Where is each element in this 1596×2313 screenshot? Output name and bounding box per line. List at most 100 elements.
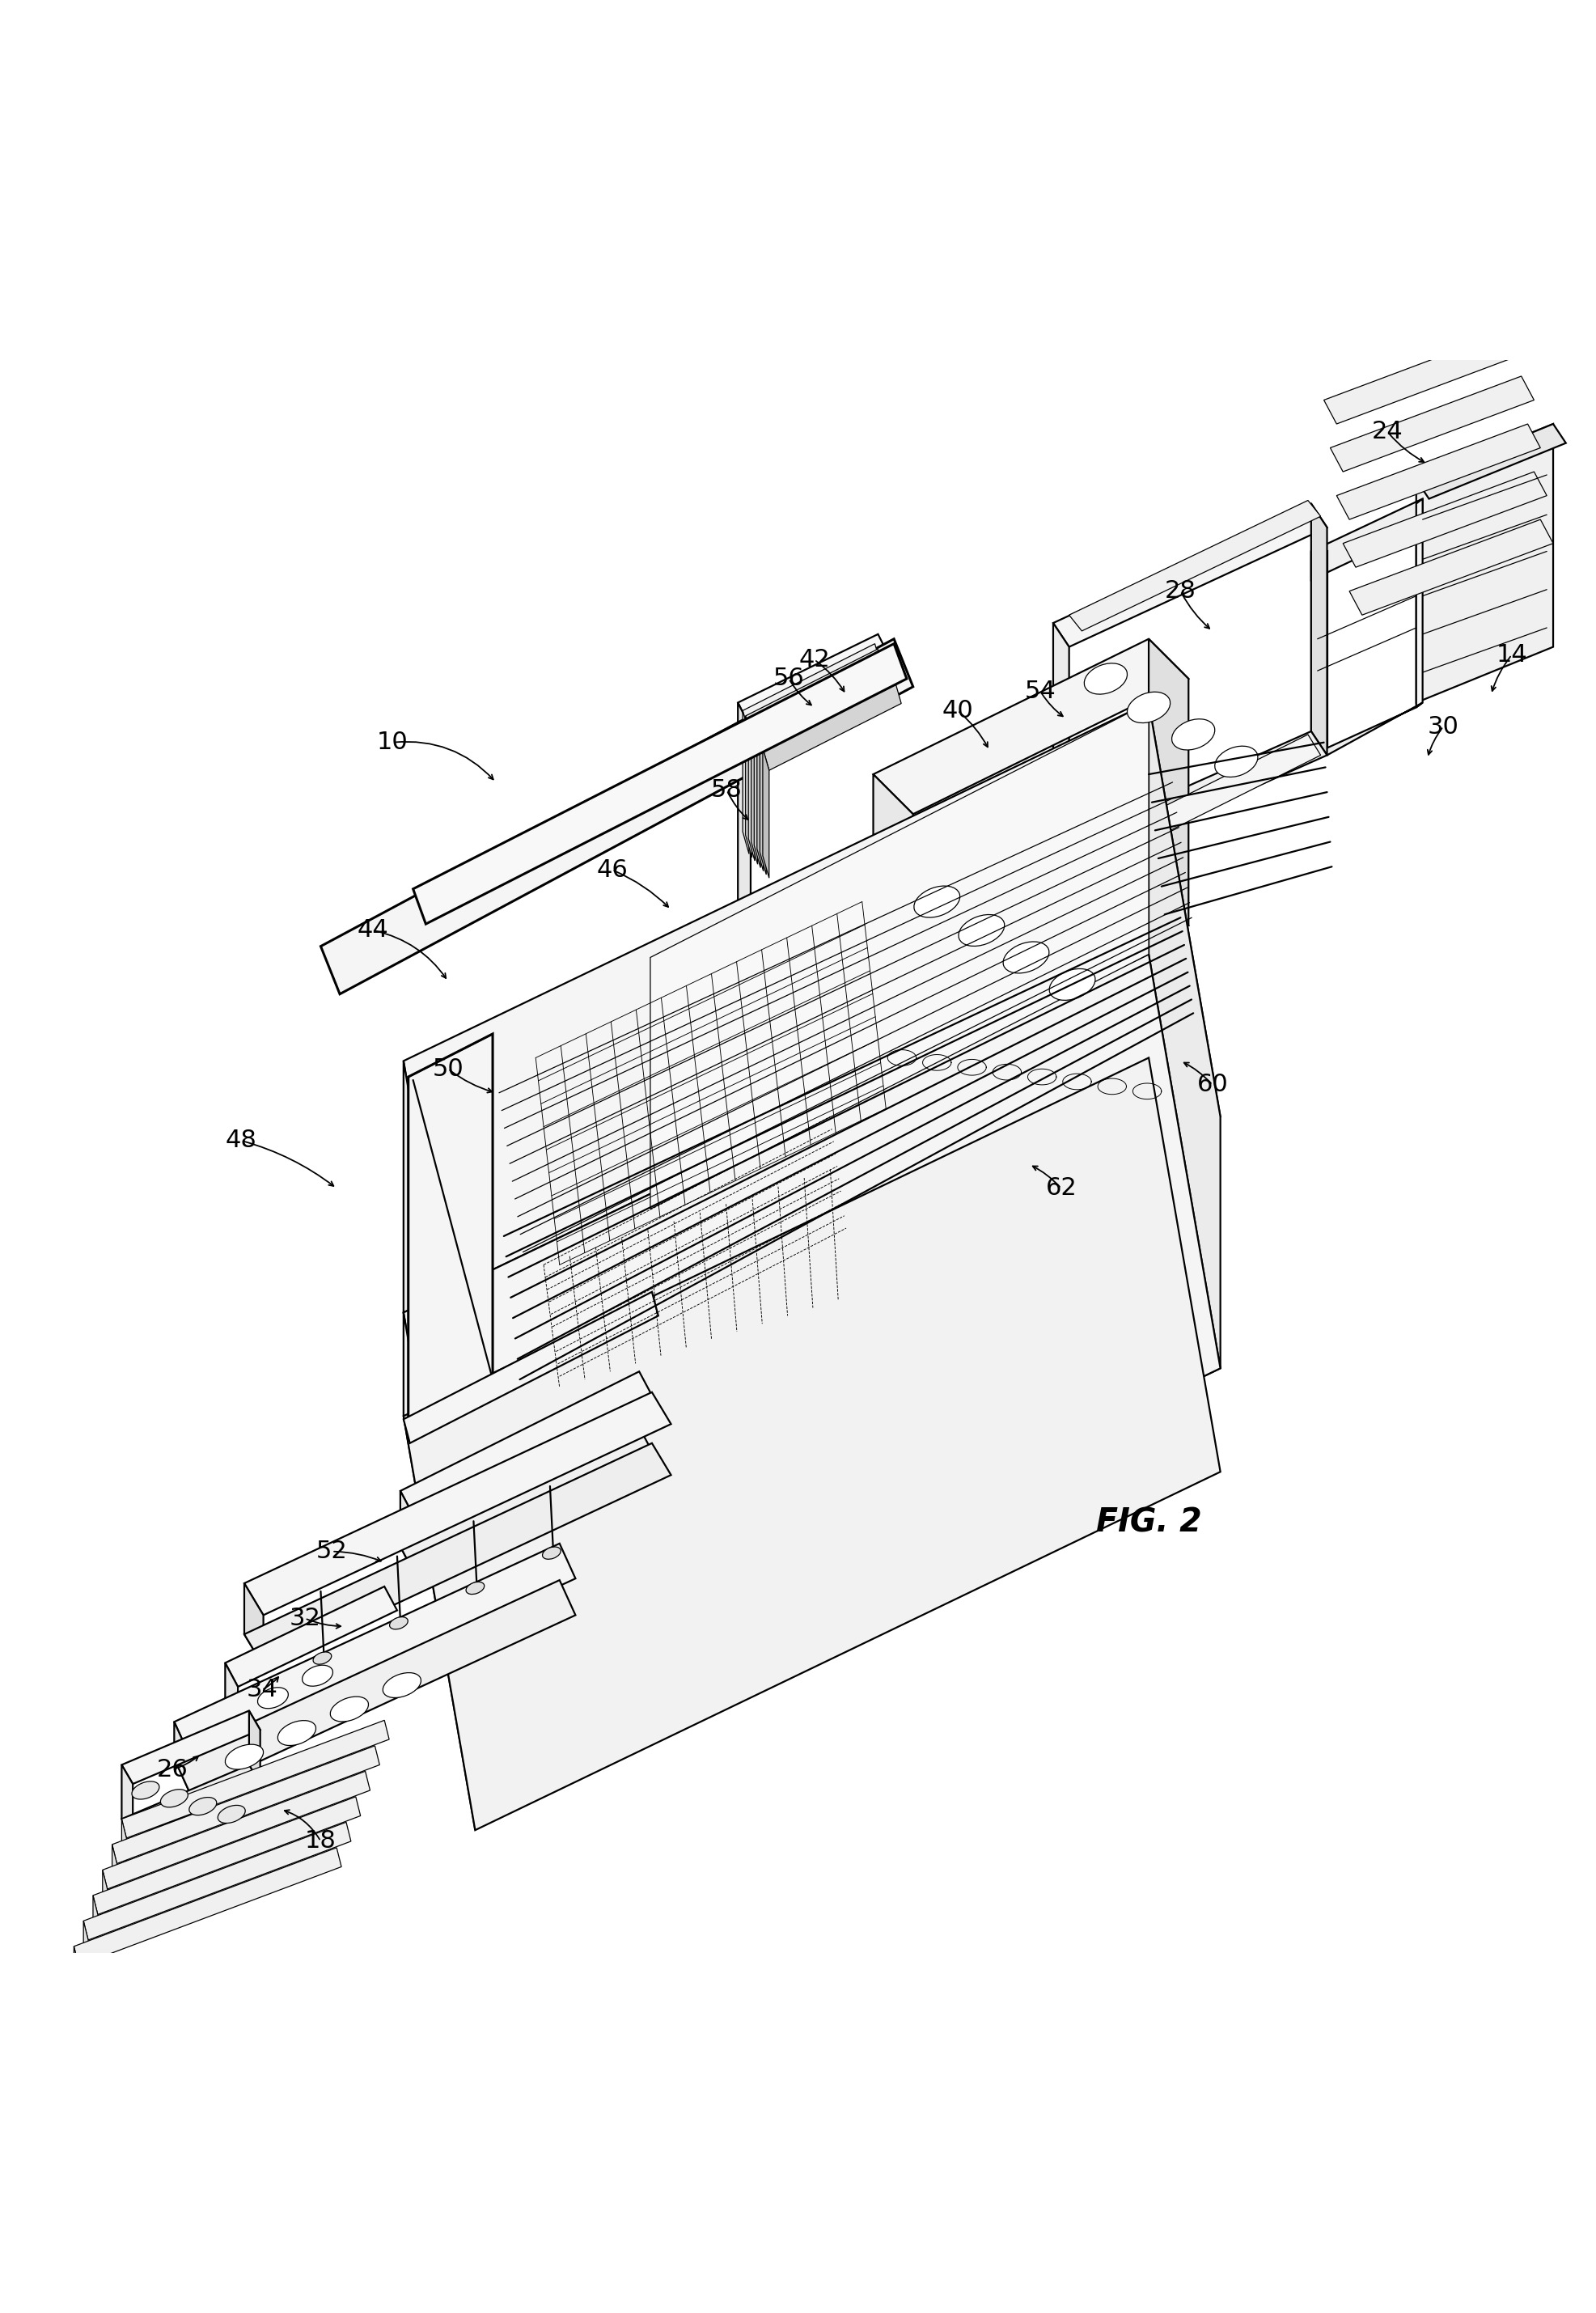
Text: 18: 18	[305, 1830, 337, 1853]
Text: 40: 40	[942, 699, 974, 722]
Polygon shape	[745, 717, 752, 858]
Text: 46: 46	[597, 858, 627, 881]
Polygon shape	[401, 1427, 651, 1571]
Polygon shape	[404, 1311, 476, 1830]
Polygon shape	[73, 1848, 342, 1966]
Ellipse shape	[1171, 719, 1215, 749]
Polygon shape	[1349, 520, 1553, 615]
Polygon shape	[93, 1797, 361, 1915]
Polygon shape	[93, 1894, 97, 1943]
Text: 62: 62	[1045, 1177, 1076, 1200]
Text: 34: 34	[246, 1679, 278, 1702]
Text: 58: 58	[710, 779, 742, 803]
Ellipse shape	[389, 1617, 407, 1628]
Polygon shape	[404, 1057, 1219, 1830]
Polygon shape	[401, 1372, 651, 1515]
Polygon shape	[749, 655, 886, 742]
Polygon shape	[873, 775, 913, 1062]
Polygon shape	[404, 1062, 476, 1725]
Polygon shape	[1310, 500, 1422, 581]
Polygon shape	[404, 1293, 658, 1443]
Polygon shape	[1342, 472, 1547, 567]
Ellipse shape	[1002, 941, 1049, 974]
Ellipse shape	[313, 1651, 332, 1665]
Polygon shape	[873, 638, 1187, 814]
Polygon shape	[174, 1580, 575, 1793]
Text: 48: 48	[225, 1129, 257, 1152]
Polygon shape	[763, 747, 769, 879]
Polygon shape	[737, 703, 750, 1029]
Polygon shape	[1148, 703, 1219, 1369]
Ellipse shape	[1049, 969, 1095, 999]
Text: 32: 32	[289, 1608, 321, 1631]
Text: 56: 56	[772, 666, 804, 692]
Ellipse shape	[543, 1547, 560, 1559]
Polygon shape	[225, 1633, 397, 1732]
Text: 24: 24	[1371, 421, 1403, 444]
Ellipse shape	[217, 1804, 246, 1823]
Ellipse shape	[1084, 664, 1127, 694]
Polygon shape	[750, 726, 757, 865]
Polygon shape	[1148, 638, 1187, 925]
Polygon shape	[244, 1392, 670, 1614]
Polygon shape	[121, 1818, 126, 1867]
Polygon shape	[225, 1663, 238, 1732]
Polygon shape	[1416, 423, 1553, 703]
Ellipse shape	[1215, 747, 1258, 777]
Ellipse shape	[225, 1744, 263, 1769]
Polygon shape	[750, 659, 889, 749]
Polygon shape	[404, 703, 1219, 1476]
Ellipse shape	[913, 886, 959, 918]
Ellipse shape	[958, 914, 1004, 946]
Polygon shape	[102, 1869, 107, 1917]
Text: 54: 54	[1025, 680, 1055, 703]
Polygon shape	[174, 1543, 575, 1758]
Polygon shape	[1416, 423, 1566, 500]
Ellipse shape	[330, 1698, 369, 1721]
Polygon shape	[249, 1712, 260, 1783]
Ellipse shape	[302, 1665, 332, 1686]
Ellipse shape	[188, 1797, 217, 1816]
Polygon shape	[650, 703, 1148, 1210]
Ellipse shape	[1127, 692, 1170, 724]
Polygon shape	[83, 1920, 88, 1968]
Polygon shape	[121, 1721, 389, 1839]
Text: 10: 10	[377, 731, 409, 754]
Polygon shape	[753, 731, 760, 867]
Polygon shape	[174, 1721, 190, 1793]
Polygon shape	[1069, 500, 1320, 631]
Text: 42: 42	[798, 648, 830, 671]
Ellipse shape	[132, 1781, 160, 1800]
Text: 52: 52	[316, 1540, 348, 1564]
Polygon shape	[1053, 504, 1326, 648]
Polygon shape	[404, 955, 1219, 1725]
Polygon shape	[121, 1765, 260, 1839]
Polygon shape	[757, 738, 763, 872]
Polygon shape	[1336, 423, 1540, 520]
Polygon shape	[1053, 622, 1069, 870]
Polygon shape	[1323, 328, 1527, 423]
Polygon shape	[409, 1034, 493, 1422]
Polygon shape	[102, 1772, 370, 1890]
Text: 26: 26	[156, 1758, 188, 1781]
Polygon shape	[121, 1712, 260, 1783]
Text: 50: 50	[433, 1057, 463, 1080]
Polygon shape	[321, 638, 913, 995]
Polygon shape	[760, 675, 899, 766]
Polygon shape	[121, 1765, 132, 1839]
Polygon shape	[413, 643, 907, 923]
Polygon shape	[873, 886, 1187, 1062]
Polygon shape	[742, 643, 881, 733]
Polygon shape	[1310, 504, 1326, 754]
Polygon shape	[112, 1746, 380, 1864]
Polygon shape	[1416, 500, 1422, 708]
Polygon shape	[1053, 731, 1326, 870]
Polygon shape	[244, 1443, 670, 1665]
Text: 30: 30	[1427, 715, 1459, 738]
Text: 28: 28	[1163, 581, 1195, 604]
Ellipse shape	[278, 1721, 316, 1746]
Ellipse shape	[466, 1582, 484, 1594]
Polygon shape	[749, 722, 755, 860]
Polygon shape	[404, 955, 1219, 1725]
Polygon shape	[1069, 736, 1320, 874]
